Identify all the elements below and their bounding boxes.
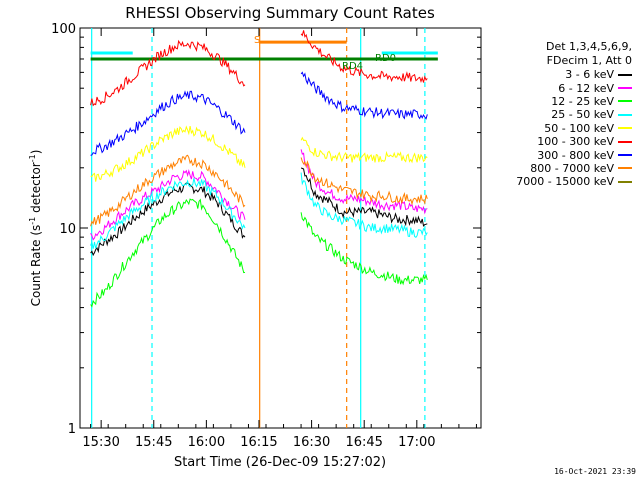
legend-item: 100 - 300 keV (482, 135, 632, 148)
series-2-line-1 (300, 212, 428, 286)
legend-item: 300 - 800 keV (482, 148, 632, 162)
legend-label: 6 - 12 keV (558, 81, 614, 95)
annotation-s: S (254, 35, 260, 46)
legend-swatch (618, 73, 632, 76)
legend-swatch (618, 127, 632, 130)
flag-bars (90, 40, 438, 61)
legend-label: 50 - 100 keV (544, 121, 614, 135)
series-6-line-1 (300, 71, 428, 120)
legend-label: 25 - 50 keV (551, 108, 614, 122)
legend-item: 50 - 100 keV (482, 122, 632, 135)
annotation-rd0: RD0 (375, 53, 396, 64)
legend-label: 3 - 6 keV (565, 68, 614, 82)
legend-item: 25 - 50 keV (482, 108, 632, 121)
series-4-line-0 (90, 125, 246, 182)
legend-label: 12 - 25 keV (551, 94, 614, 108)
x-tick-label-3: 16:15 (240, 435, 277, 450)
legend-item: 800 - 7000 keV (482, 162, 632, 175)
x-axis: 15:30 15:45 16:00 16:15 16:30 16:45 17:00 (82, 28, 477, 450)
series-7-line-1 (300, 157, 428, 206)
series-3-line-0 (90, 178, 246, 249)
y-tick-label-2: 100 (51, 22, 76, 37)
series-7-line-0 (90, 154, 246, 227)
chart-title: RHESSI Observing Summary Count Rates (125, 4, 435, 22)
y-axis-label: Count Rate (s-1 detector-1) (28, 150, 43, 307)
annotation-rd4: RD4 (342, 61, 363, 72)
series-0-line-1 (300, 167, 428, 227)
series-2-line-0 (90, 198, 246, 308)
legend-swatch (618, 167, 632, 170)
legend-swatch (618, 154, 632, 157)
legend-label: 300 - 800 keV (537, 148, 614, 162)
series-5-line-0 (90, 39, 246, 107)
legend-item: 6 - 12 keV (482, 81, 632, 95)
legend-header-2: FDecim 1, Att 0 (546, 54, 632, 67)
legend-item: 3 - 6 keV (482, 68, 632, 81)
series-layer (90, 30, 428, 308)
legend-swatch (618, 140, 632, 143)
x-axis-label: Start Time (26-Dec-09 15:27:02) (174, 455, 386, 470)
y-axis: 1 10 100 (51, 22, 481, 437)
x-tick-label-4: 16:30 (293, 435, 330, 450)
series-6-line-0 (90, 90, 246, 156)
legend-swatch (618, 100, 632, 103)
vertical-markers (91, 28, 426, 428)
legend-label: 100 - 300 keV (537, 135, 614, 149)
legend-swatch (618, 180, 632, 183)
x-tick-label-2: 16:00 (188, 435, 225, 450)
series-1-line-0 (90, 169, 246, 241)
x-tick-label-1: 15:45 (135, 435, 172, 450)
legend-item: 12 - 25 keV (482, 95, 632, 108)
series-1-line-1 (300, 149, 428, 215)
x-tick-label-5: 16:45 (345, 435, 382, 450)
legend: Det 1,3,4,5,6,9, FDecim 1, Att 0 3 - 6 k… (482, 40, 632, 189)
series-5-line-1 (300, 30, 428, 83)
legend-item: 7000 - 15000 keV (482, 175, 632, 188)
y-tick-label-0: 1 (68, 422, 76, 437)
legend-label: 7000 - 15000 keV (516, 175, 614, 189)
y-tick-label-1: 10 (59, 222, 76, 237)
legend-swatch (618, 113, 632, 116)
legend-header-1: Det 1,3,4,5,6,9, (545, 40, 632, 53)
x-tick-label-0: 15:30 (82, 435, 119, 450)
series-0-line-0 (90, 182, 246, 257)
legend-swatch (618, 87, 632, 90)
x-tick-label-6: 17:00 (398, 435, 435, 450)
plot-frame (79, 27, 482, 429)
series-4-line-1 (300, 136, 428, 164)
generation-timestamp: 16-Oct-2021 23:39 (554, 467, 636, 476)
series-3-line-1 (300, 172, 428, 238)
legend-label: 800 - 7000 keV (530, 161, 614, 175)
